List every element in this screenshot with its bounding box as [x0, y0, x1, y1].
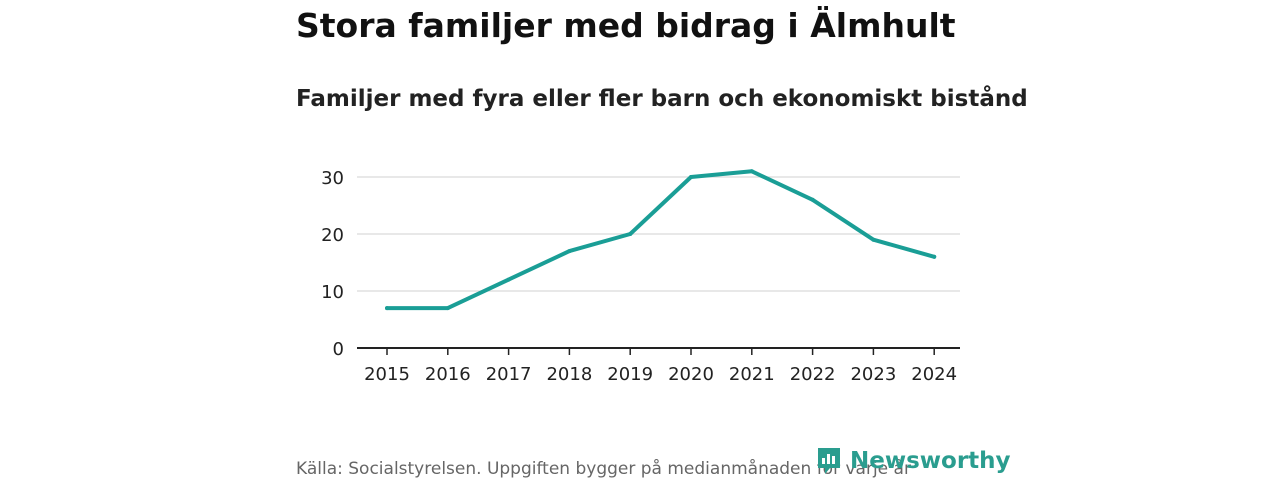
x-tick-label-2024: 2024	[911, 364, 957, 385]
gridlines	[357, 176, 960, 292]
y-tick-label-10: 10	[321, 282, 344, 303]
x-tick-label-2021: 2021	[729, 364, 775, 385]
data-point-2024	[932, 254, 937, 259]
x-tick-label-2018: 2018	[546, 364, 592, 385]
chart-subtitle: Familjer med fyra eller fler barn och ek…	[296, 86, 1028, 112]
x-tick-label-2015: 2015	[364, 364, 410, 385]
x-tick-label-2022: 2022	[790, 364, 836, 385]
data-point-2018	[567, 249, 572, 254]
source-note: Källa: Socialstyrelsen. Uppgiften bygger…	[296, 459, 911, 479]
x-axis	[357, 347, 960, 355]
x-tick-label-2020: 2020	[668, 364, 714, 385]
data-point-2023	[871, 237, 876, 242]
data-point-2019	[628, 232, 633, 236]
data-point-2016	[445, 306, 450, 311]
chart-title: Stora familjer med bidrag i Älmhult	[296, 6, 956, 45]
y-tick-label-30: 30	[321, 168, 344, 189]
data-point-2021	[749, 169, 754, 174]
data-point-2020	[689, 175, 693, 179]
y-tick-label-20: 20	[321, 225, 344, 246]
series-line-0	[385, 169, 937, 311]
x-tick-label-2017: 2017	[486, 364, 532, 385]
newsworthy-logo-icon	[818, 448, 840, 474]
series-layer	[385, 169, 937, 311]
newsworthy-logo: Newsworthy	[816, 446, 1011, 476]
x-axis-tick-labels: 2015 2016 2017 2018 2019 2020 2021 2022 2023 2024	[364, 364, 957, 385]
data-point-2015	[385, 306, 389, 311]
x-tick-label-2016: 2016	[425, 364, 471, 385]
x-tick-label-2023: 2023	[850, 364, 896, 385]
data-point-2017	[506, 277, 511, 282]
y-axis-tick-labels: 0 10 20 30	[321, 168, 344, 360]
brand-name: Newsworthy	[850, 448, 1011, 474]
data-point-2022	[810, 197, 815, 202]
y-tick-label-0: 0	[333, 339, 344, 360]
x-tick-label-2019: 2019	[607, 364, 653, 385]
